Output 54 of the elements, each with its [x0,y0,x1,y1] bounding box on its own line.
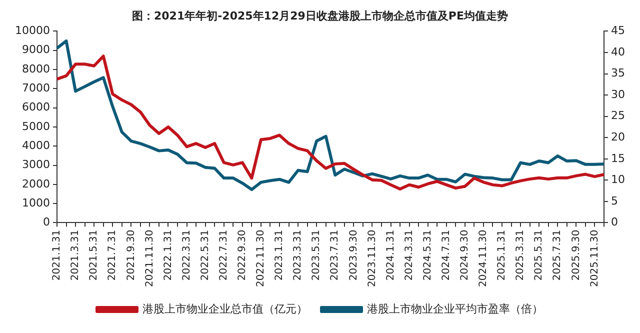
legend-label: 港股上市物业企业平均市盈率（倍） [367,302,543,316]
x-tick-label: 2022.1.31 [162,230,174,281]
y-tick-label: 7000 [22,82,50,95]
x-tick-label: 2021.7.31 [107,230,118,281]
x-tick-label: 2024.3.31 [404,230,415,281]
x-tick-label: 2022.3.31 [181,230,192,281]
y-tick-label: 0 [42,216,50,229]
x-tick-label: 2023.1.31 [274,230,286,281]
y-tick-label: 10000 [14,24,50,38]
y-tick-label: 1000 [22,196,50,210]
y2-tick-label: 10 [611,173,626,186]
x-tick-label: 2021.11.30 [144,230,156,288]
legend-label: 港股上市物业企业总市值（亿元） [142,302,308,316]
x-tick-label: 2021.5.31 [88,230,100,281]
x-tick-label: 2025.3.31 [515,230,526,281]
x-tick-label: 2023.9.30 [348,230,360,281]
y-tick-label: 8000 [22,62,50,76]
x-tick-label: 2023.3.31 [292,230,304,281]
y-tick-label: 5000 [22,120,50,133]
y2-tick-label: 45 [611,24,626,38]
x-tick-label: 2025.7.31 [552,230,564,281]
x-tick-label: 2022.7.31 [218,230,230,281]
y2-tick-label: 25 [611,109,626,122]
x-tick-label: 2023.7.31 [330,230,341,281]
y-tick-label: 3000 [22,158,50,172]
x-tick-label: 2024.9.30 [460,230,471,281]
x-tick-label: 2021.9.30 [126,230,137,281]
x-tick-label: 2025.5.31 [534,230,545,281]
x-tick-label: 2022.9.30 [237,230,248,281]
x-tick-label: 2022.5.31 [200,230,211,281]
y2-tick-label: 40 [611,45,626,58]
x-tick-label: 2021.1.31 [52,230,63,281]
y2-tick-label: 20 [611,130,626,144]
chart-title: 图：2021年年初-2025年12月29日收盘港股上市物企总市值及PE均值走势 [132,9,508,22]
x-tick-label: 2021.3.31 [70,230,82,281]
x-tick-label: 2024.7.31 [440,230,452,281]
x-tick-label: 2024.11.30 [478,230,490,288]
x-tick-label: 2023.11.30 [366,230,378,288]
y2-tick-label: 5 [611,194,618,208]
x-tick-label: 2022.11.30 [256,230,267,288]
y2-tick-label: 30 [611,88,626,101]
x-tick-label: 2023.5.31 [311,230,322,281]
y-tick-label: 4000 [22,138,50,152]
y-tick-label: 9000 [22,43,50,56]
x-tick-label: 2025.1.31 [496,230,508,281]
x-tick-label: 2024.1.31 [385,230,396,281]
x-tick-label: 2024.5.31 [422,230,434,281]
y2-tick-label: 15 [611,152,626,165]
x-tick-label: 2025.11.30 [589,230,600,288]
x-tick-label: 2025.9.30 [570,230,582,281]
y2-tick-label: 35 [611,66,626,80]
y-tick-label: 6000 [22,100,50,114]
y-tick-label: 2000 [22,177,50,190]
y2-tick-label: 0 [611,216,618,229]
